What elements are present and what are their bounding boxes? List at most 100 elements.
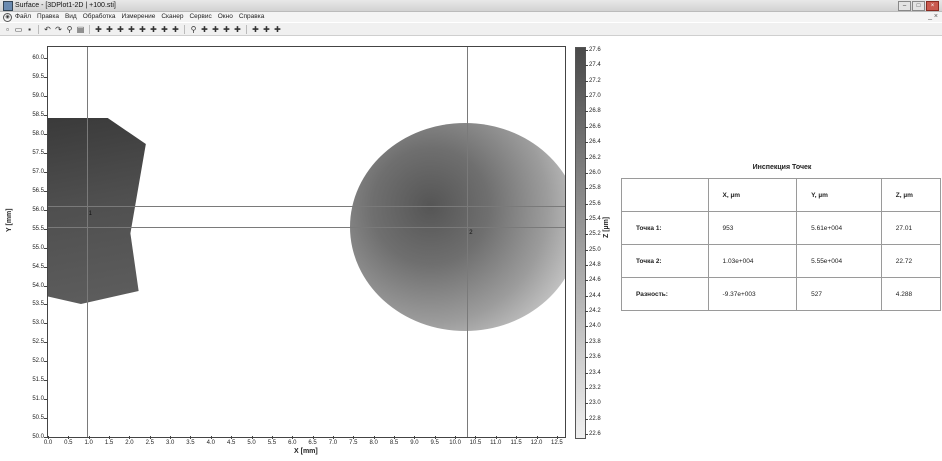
colorbar-tick-mark bbox=[585, 280, 588, 282]
colorbar-tick-mark bbox=[585, 96, 588, 98]
colorbar-tick-mark bbox=[585, 188, 588, 190]
print-icon[interactable]: ▤ bbox=[76, 24, 85, 34]
colorbar-tick-mark bbox=[585, 418, 588, 420]
y-tick-mark bbox=[44, 58, 47, 60]
menu-bar: ◉ Файл Правка Вид Обработка Измерение Сканер С… bbox=[0, 12, 942, 22]
vertical-cursor-line[interactable] bbox=[86, 47, 88, 437]
redo-icon[interactable]: ↷ bbox=[55, 24, 62, 34]
colorbar-tick-label: 26.6 bbox=[589, 123, 601, 130]
y-tick-mark bbox=[44, 96, 47, 98]
x-tick-label: 4.5 bbox=[227, 440, 236, 446]
x-tick-mark bbox=[170, 436, 172, 439]
colorbar-tick-mark bbox=[585, 249, 588, 251]
x-tick-mark bbox=[210, 436, 212, 439]
y-tick-label: 58.0 bbox=[32, 131, 44, 138]
y-tick-mark bbox=[44, 247, 47, 249]
point-marker[interactable]: 1 bbox=[88, 210, 93, 217]
x-tick-label: 7.5 bbox=[349, 440, 358, 446]
new-file-icon[interactable]: ▫ bbox=[6, 24, 9, 34]
colorbar-tick-label: 22.8 bbox=[589, 415, 601, 422]
menu-item-3[interactable]: Обработка bbox=[82, 13, 116, 20]
table-cell: 953 bbox=[707, 211, 798, 245]
point-marker[interactable]: 2 bbox=[469, 229, 473, 236]
minimize-button[interactable]: – bbox=[898, 1, 911, 11]
mdi-controls[interactable]: _ × bbox=[928, 13, 938, 20]
colorbar-tick-mark bbox=[585, 50, 588, 51]
x-tick-mark bbox=[353, 436, 355, 439]
colorbar-tick-mark bbox=[585, 126, 588, 128]
inspection-column-header bbox=[621, 178, 709, 212]
close-button[interactable]: × bbox=[926, 1, 939, 11]
table-cell: 527 bbox=[796, 277, 882, 311]
tool-icon[interactable]: ✚ bbox=[234, 24, 241, 34]
x-tick-label: 2.5 bbox=[145, 440, 154, 446]
tool-icon[interactable]: ✚ bbox=[274, 24, 281, 34]
x-tick-mark bbox=[292, 436, 294, 439]
y-tick-label: 55.5 bbox=[32, 225, 44, 232]
colorbar-tick-label: 25.8 bbox=[589, 185, 601, 192]
x-tick-label: 6.0 bbox=[288, 440, 297, 446]
tool-icon[interactable]: ✚ bbox=[263, 24, 270, 34]
x-tick-label: 1.0 bbox=[84, 440, 93, 446]
y-tick-label: 59.5 bbox=[32, 74, 44, 81]
x-tick-mark bbox=[516, 436, 518, 439]
tool-icon[interactable]: ✚ bbox=[252, 24, 259, 34]
zoom-icon[interactable]: ⚲ bbox=[66, 24, 73, 34]
menu-item-8[interactable]: Справка bbox=[238, 13, 265, 20]
x-tick-label: 1.5 bbox=[104, 440, 114, 446]
save-icon[interactable]: ▪ bbox=[28, 24, 31, 34]
colorbar-tick-mark bbox=[585, 203, 588, 205]
menu-item-7[interactable]: Окно bbox=[217, 13, 233, 20]
colorbar-tick-mark bbox=[585, 372, 588, 374]
colorbar-tick-label: 27.2 bbox=[589, 77, 601, 84]
tool-icon[interactable]: ✚ bbox=[201, 24, 208, 34]
menu-item-6[interactable]: Сервис bbox=[189, 13, 212, 20]
zoom-icon[interactable]: ⚲ bbox=[190, 24, 197, 34]
tool-icon[interactable]: ✚ bbox=[95, 24, 102, 34]
maximize-button[interactable]: □ bbox=[912, 1, 925, 11]
tool-icon[interactable]: ✚ bbox=[106, 24, 113, 34]
tool-icon[interactable]: ✚ bbox=[117, 24, 124, 34]
document-menu-icon[interactable]: ◉ bbox=[3, 13, 12, 22]
surface-region-left bbox=[48, 118, 146, 304]
menu-item-5[interactable]: Сканер bbox=[161, 13, 184, 20]
y-tick-mark bbox=[44, 153, 47, 155]
y-tick-mark bbox=[44, 361, 47, 363]
colorbar-tick-mark bbox=[585, 218, 588, 220]
menu-items: Файл Правка Вид Обработка Измерение Сканер Сер… bbox=[15, 12, 264, 22]
tool-icon[interactable]: ✚ bbox=[172, 24, 179, 34]
x-tick-mark bbox=[536, 436, 538, 439]
y-tick-label: 60.0 bbox=[32, 55, 44, 62]
colorbar-tick-label: 27.0 bbox=[589, 93, 601, 100]
x-axis-label: X [mm] bbox=[294, 448, 318, 455]
open-icon[interactable]: ▭ bbox=[14, 24, 23, 34]
undo-icon[interactable]: ↶ bbox=[44, 24, 51, 34]
colorbar-tick-mark bbox=[585, 265, 588, 267]
row-label: Точка 1: bbox=[621, 211, 709, 245]
horizontal-cursor-line[interactable] bbox=[48, 206, 565, 208]
y-tick-label: 54.5 bbox=[32, 263, 44, 270]
y-tick-mark bbox=[44, 323, 47, 325]
table-row: Точка 2: 1.03e+004 5.55e+004 22.72 bbox=[621, 244, 942, 278]
toolbar-separator bbox=[38, 24, 39, 34]
vertical-cursor-line[interactable] bbox=[467, 47, 469, 437]
tool-icon[interactable]: ✚ bbox=[128, 24, 135, 34]
tool-icon[interactable]: ✚ bbox=[161, 24, 168, 34]
tool-icon[interactable]: ✚ bbox=[223, 24, 230, 34]
tool-icon[interactable]: ✚ bbox=[212, 24, 219, 34]
tool-icon[interactable]: ✚ bbox=[150, 24, 157, 34]
x-tick-mark bbox=[231, 436, 233, 439]
menu-item-4[interactable]: Измерение bbox=[121, 13, 156, 20]
menu-item-0[interactable]: Файл bbox=[15, 13, 31, 20]
menu-item-1[interactable]: Правка bbox=[36, 13, 59, 20]
x-tick-mark bbox=[434, 436, 436, 439]
x-tick-label: 3.0 bbox=[165, 440, 175, 446]
row-label: Точка 2: bbox=[621, 244, 709, 278]
tool-icon[interactable]: ✚ bbox=[139, 24, 146, 34]
horizontal-cursor-line[interactable] bbox=[48, 226, 565, 228]
colorbar-tick-mark bbox=[585, 157, 588, 159]
row-label: Разность: bbox=[621, 277, 709, 311]
menu-item-2[interactable]: Вид bbox=[64, 13, 77, 20]
x-tick-label: 2.0 bbox=[125, 440, 134, 446]
